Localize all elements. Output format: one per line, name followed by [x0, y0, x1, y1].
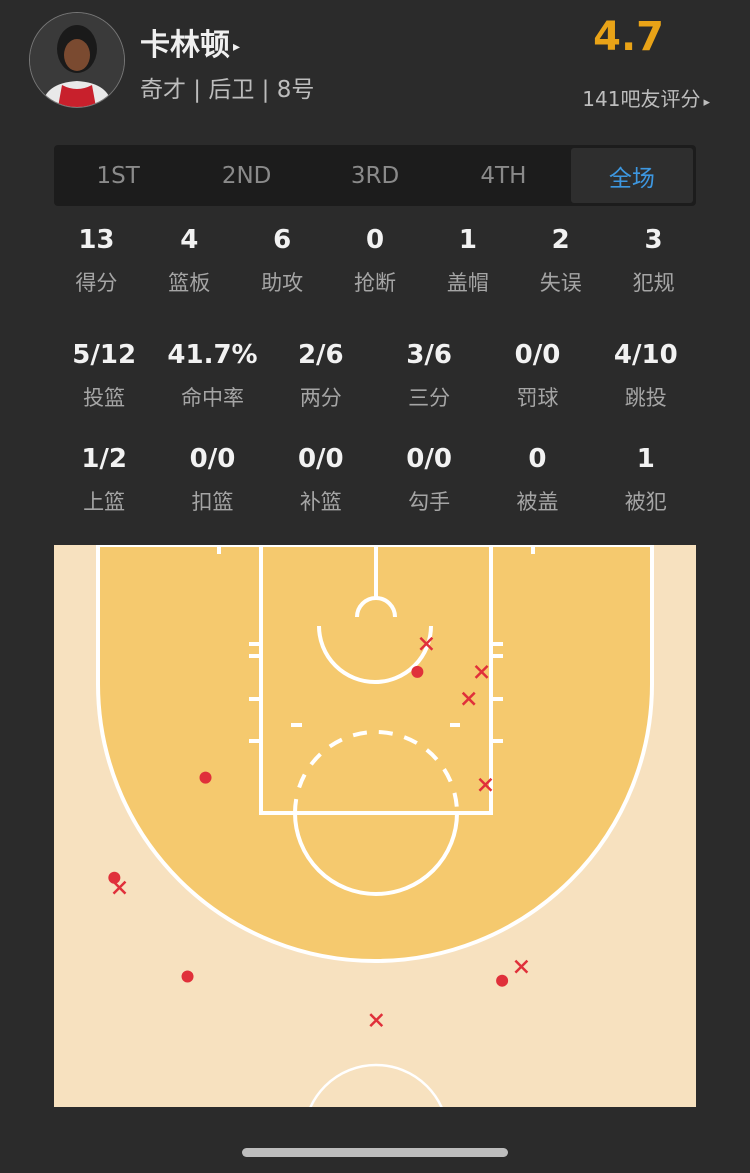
three-point-area: [96, 545, 654, 963]
stat-value: 1/2: [81, 444, 127, 474]
tab-1st[interactable]: 1ST: [96, 162, 140, 189]
made-shot-marker: [411, 665, 424, 678]
stat-value: 0: [365, 225, 385, 255]
home-indicator[interactable]: [242, 1148, 508, 1157]
tab-full-game[interactable]: 全场: [570, 148, 694, 203]
stat-label: 两分: [299, 386, 342, 410]
stat-value: 3: [644, 225, 663, 255]
stat-value: 0/0: [297, 444, 344, 474]
shooting-stats-row: 5/12 投篮 41.7% 命中率 2/6 两分 3/6 三分 0/0 罚球 4/10 跳投: [50, 340, 700, 412]
stat-value: 2: [551, 225, 570, 255]
player-photo-icon: [30, 13, 124, 107]
missed-shot-marker: [478, 777, 493, 792]
stat-label: 篮板: [168, 271, 211, 295]
stat-value: 13: [78, 225, 115, 255]
stat-label: 补篮: [299, 490, 342, 514]
stat-cell: 0 被盖: [483, 444, 591, 516]
stat-label: 犯规: [632, 271, 675, 295]
stat-value: 1: [636, 444, 655, 474]
stat-cell: 0/0 勾手: [375, 444, 483, 516]
missed-shot-marker: [514, 959, 529, 974]
stat-cell: 13 得分: [50, 225, 143, 297]
tab-3rd[interactable]: 3RD: [350, 162, 400, 189]
made-shot-marker: [199, 771, 212, 784]
tab-4th[interactable]: 4TH: [480, 162, 527, 189]
stat-value: 6: [273, 225, 292, 255]
stat-cell: 4 篮板: [143, 225, 236, 297]
missed-shot-marker: [369, 1013, 384, 1028]
rating-count-link[interactable]: 141吧友评分 ▸: [582, 83, 710, 112]
stat-cell: 0 抢断: [329, 225, 422, 297]
stat-label: 跳投: [624, 386, 667, 410]
stat-cell: 4/10 跳投: [592, 340, 700, 412]
stat-label: 投篮: [83, 386, 126, 410]
shot-chart-court: [54, 545, 696, 1107]
stat-value: 41.7%: [167, 340, 258, 370]
missed-shot-marker: [461, 691, 476, 706]
stat-cell: 0/0 扣篮: [158, 444, 266, 516]
period-tabs: 1ST 2ND 3RD 4TH 全场: [54, 145, 696, 206]
arrow-right-icon: ▸: [703, 95, 710, 110]
tab-2nd[interactable]: 2ND: [221, 162, 272, 189]
missed-shot-marker: [474, 665, 489, 679]
stat-value: 2/6: [297, 340, 344, 370]
missed-shot-marker: [419, 636, 434, 651]
stat-label: 上篮: [83, 490, 126, 514]
stat-cell: 5/12 投篮: [50, 340, 158, 412]
stat-label: 命中率: [180, 386, 244, 410]
stat-cell: 3 犯规: [607, 225, 700, 297]
stat-label: 被犯: [624, 490, 667, 514]
arrow-right-icon: ▸: [233, 38, 241, 55]
shot-markers: [108, 636, 529, 1028]
player-info: 奇才 | 后卫 | 8号: [140, 77, 315, 103]
stat-cell: 1 盖帽: [421, 225, 514, 297]
stat-cell: 6 助攻: [236, 225, 329, 297]
stat-label: 扣篮: [191, 490, 234, 514]
player-name: 卡林顿: [140, 28, 230, 63]
stat-label: 勾手: [408, 490, 451, 514]
made-shot-marker: [181, 970, 194, 983]
stat-label: 得分: [75, 271, 118, 295]
stat-value: 4: [180, 225, 199, 255]
stat-cell: 2/6 两分: [267, 340, 375, 412]
stat-value: 0/0: [406, 444, 452, 474]
basic-stats-row: 13 得分 4 篮板 6 助攻 0 抢断 1 盖帽 2 失误 3 犯规: [50, 225, 700, 297]
stat-label: 罚球: [516, 386, 559, 410]
stat-value: 0/0: [189, 444, 236, 474]
stat-cell: 0/0 罚球: [483, 340, 591, 412]
stat-value: 1: [458, 225, 477, 255]
stat-label: 被盖: [516, 490, 559, 514]
stat-cell: 41.7% 命中率: [158, 340, 266, 412]
stat-value: 3/6: [406, 340, 452, 370]
made-shot-marker: [496, 974, 509, 987]
stat-label: 助攻: [261, 271, 304, 295]
court-lines: [217, 545, 535, 1107]
player-name-link[interactable]: 卡林顿 ▸: [140, 20, 240, 64]
stat-cell: 2 失误: [514, 225, 607, 297]
stat-label: 失误: [539, 271, 582, 295]
stat-value: 0/0: [514, 340, 561, 370]
stat-cell: 0/0 补篮: [267, 444, 375, 516]
shot-type-stats-row: 1/2 上篮 0/0 扣篮 0/0 补篮 0/0 勾手 0 被盖 1 被犯: [50, 444, 700, 516]
stat-value: 4/10: [613, 340, 678, 370]
stat-cell: 1/2 上篮: [50, 444, 158, 516]
stat-label: 抢断: [354, 271, 396, 295]
stat-value: 5/12: [72, 340, 137, 370]
stat-cell: 3/6 三分: [375, 340, 483, 412]
stat-label: 盖帽: [446, 271, 489, 295]
player-avatar[interactable]: [29, 12, 125, 108]
rating-count: 141吧友评分: [582, 87, 701, 111]
stat-label: 三分: [408, 386, 451, 410]
stat-value: 0: [528, 444, 547, 474]
player-rating: 4.7: [593, 14, 664, 60]
stat-cell: 1 被犯: [592, 444, 700, 516]
missed-shot-marker: [112, 880, 127, 895]
made-shot-marker: [108, 871, 121, 884]
